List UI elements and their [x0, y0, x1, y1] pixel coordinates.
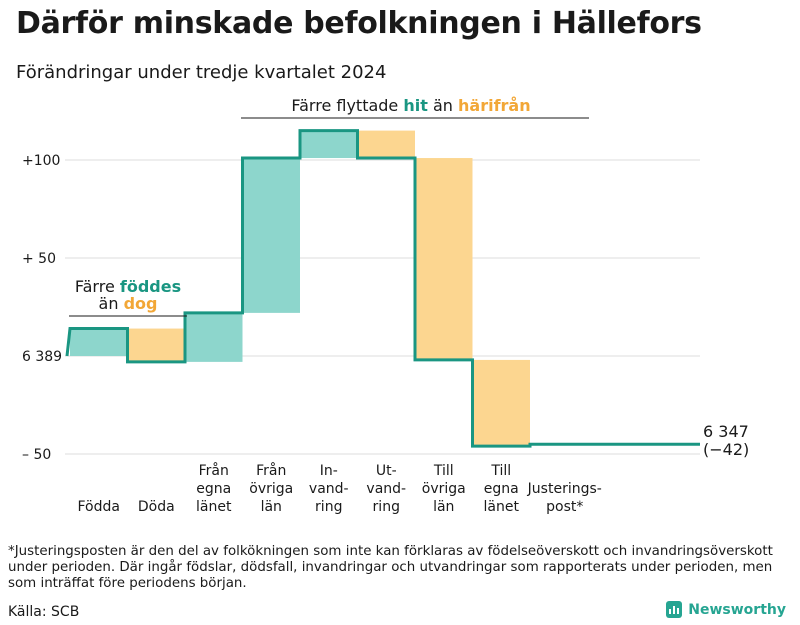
end-value-label: 6 347 — [703, 422, 749, 441]
source-label: Källa: SCB — [8, 604, 80, 620]
annotation-births-line1: Färre föddes — [75, 277, 181, 296]
y-tick-label: + 50 — [22, 251, 56, 267]
net-change-label: (−42) — [703, 440, 749, 459]
bar-gain — [185, 312, 243, 362]
brand-name: Newsworthy — [688, 601, 786, 618]
annotation-migration: Färre flyttade hit än härifrån — [291, 96, 530, 115]
bar-loss — [127, 328, 185, 362]
annotations: Färre föddes än dog Färre flyttade hit ä… — [69, 96, 589, 317]
category-label: Döda — [138, 499, 175, 515]
running-total-line — [65, 129, 700, 448]
bar-loss — [357, 130, 415, 159]
category-label: In-vand-ring — [309, 463, 349, 515]
y-tick-label: +100 — [22, 153, 60, 169]
bar-chart-logo-icon — [666, 601, 683, 618]
x-axis-categories: Födda Döda Från egna länet Från övriga län In-va… — [78, 462, 602, 515]
bar-gain — [70, 328, 128, 356]
category-label: Ut-vand-ring — [366, 463, 406, 515]
footnote: *Justeringsposten är den del av folkökni… — [8, 544, 773, 591]
category-label: Justerings-post* — [527, 481, 602, 515]
category-label: Från egna länet — [196, 462, 232, 515]
brand-logo: Newsworthy — [666, 601, 786, 618]
category-label: Till egna länet — [484, 463, 520, 515]
chart-subtitle: Förändringar under tredje kvartalet 2024 — [16, 62, 387, 83]
category-label: Födda — [78, 499, 120, 515]
annotation-births-line2: än dog — [99, 294, 158, 313]
y-tick-label: 6 389 — [22, 349, 62, 365]
bar-gain — [242, 158, 300, 313]
bars — [70, 130, 530, 447]
chart-title: Därför minskade befolkningen i Hällefors — [16, 6, 702, 41]
bar-loss — [472, 359, 530, 447]
y-axis: +100 + 50 6 389 – 50 — [22, 153, 62, 463]
waterfall-chart: +100 + 50 6 389 – 50 Födda Döda Från egna länet… — [22, 96, 749, 515]
category-label: Till övriga län — [422, 463, 466, 515]
y-tick-label: – 50 — [22, 447, 51, 463]
bar-gain — [300, 130, 358, 159]
category-label: Från övriga län — [249, 462, 293, 515]
bar-loss — [415, 158, 473, 360]
gridlines — [65, 159, 700, 455]
